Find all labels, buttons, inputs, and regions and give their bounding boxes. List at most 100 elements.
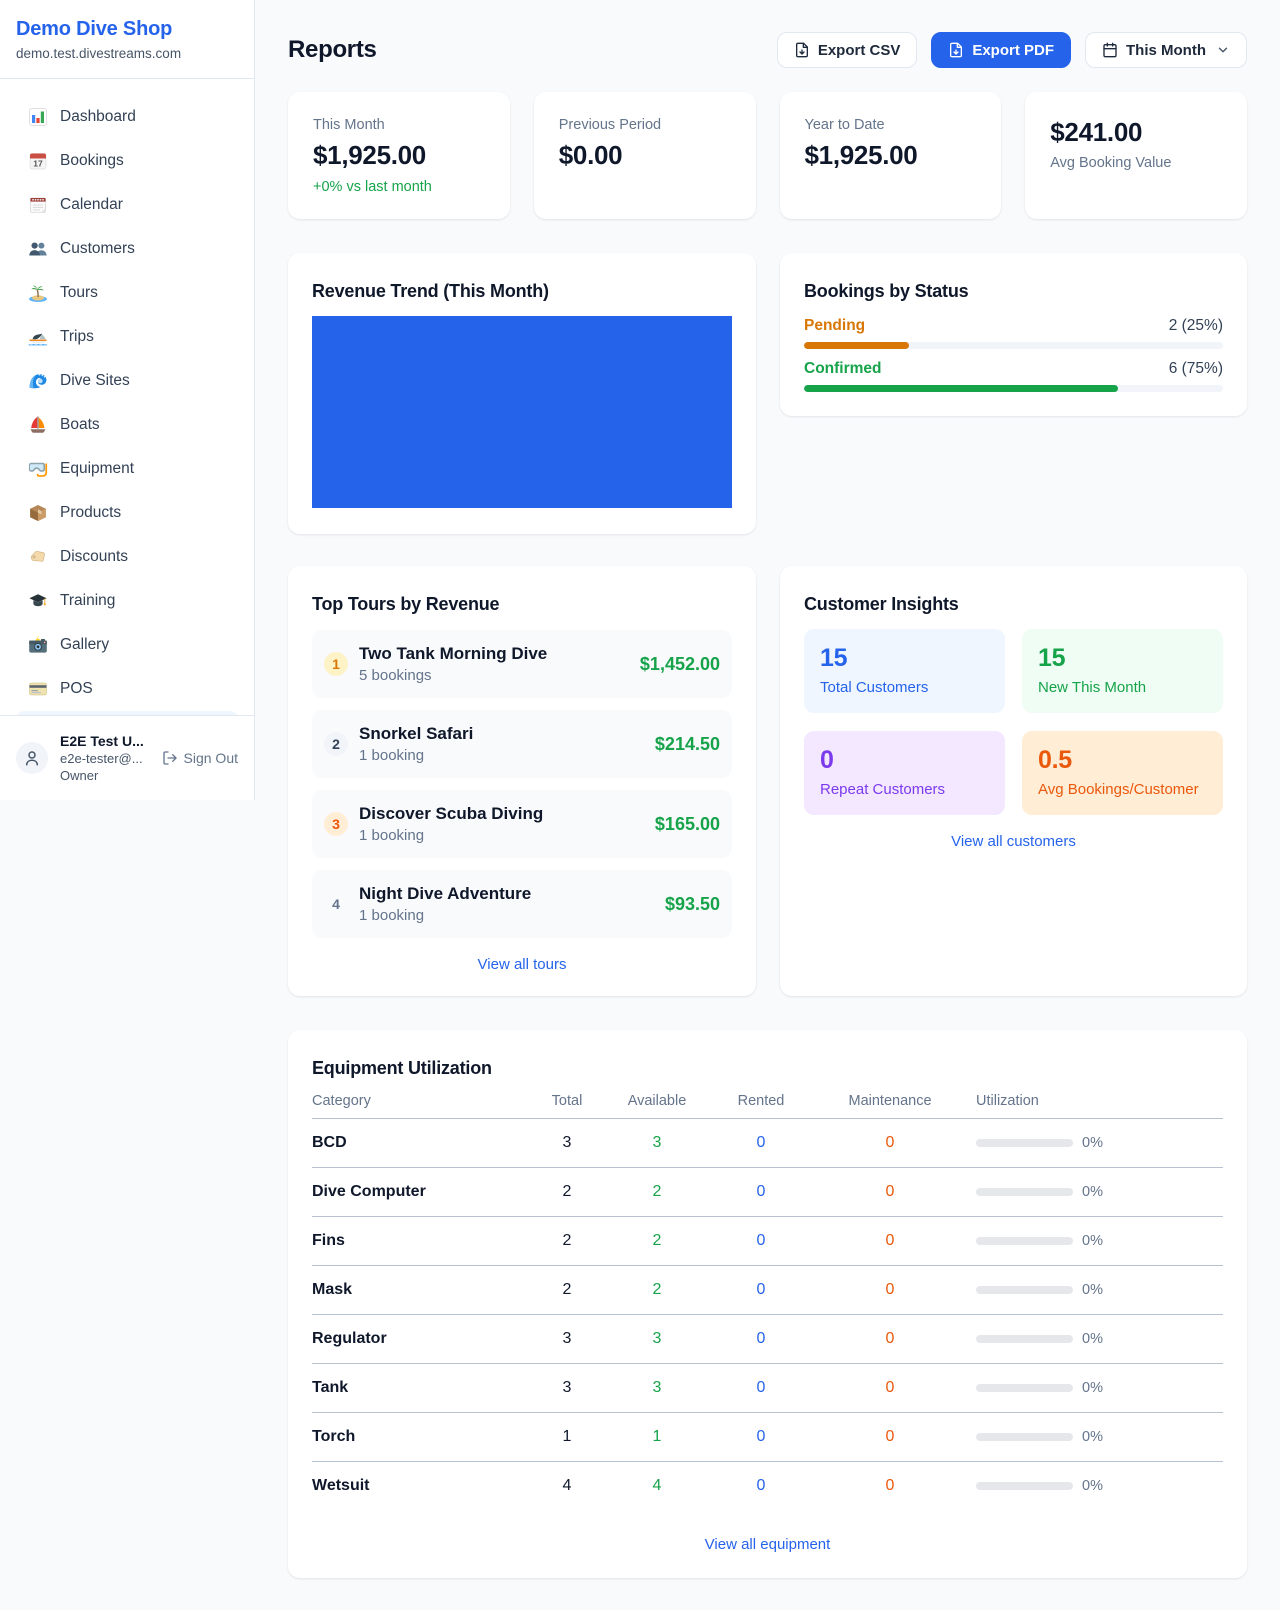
cell-available: 4: [652, 1477, 662, 1494]
table-row: Tank 3 3 0 0 0%: [312, 1363, 1223, 1413]
cell-category: Mask: [312, 1265, 522, 1315]
tour-name: Night Dive Adventure: [359, 884, 532, 903]
status-bar-fill: [804, 342, 909, 349]
column-header: Rented: [702, 1089, 820, 1119]
utilization-percent: 0%: [1082, 1135, 1103, 1151]
sidebar-item-training[interactable]: Training: [16, 583, 238, 619]
sidebar-item-equipment[interactable]: Equipment: [16, 451, 238, 487]
sidebar-item-label: Tours: [60, 284, 98, 301]
cell-total: 3: [522, 1314, 612, 1364]
sidebar-item-dive-sites[interactable]: Dive Sites: [16, 363, 238, 399]
tile-repeat-customers: 0 Repeat Customers: [804, 731, 1005, 815]
sidebar-item-label: POS: [60, 680, 93, 697]
sidebar: Demo Dive Shop demo.test.divestreams.com…: [0, 0, 255, 800]
cell-total: 1: [522, 1412, 612, 1462]
table-row: Dive Computer 2 2 0 0 0%: [312, 1167, 1223, 1217]
tour-bookings: 1 booking: [359, 827, 425, 844]
cell-utilization: 0%: [960, 1216, 1223, 1266]
top-tours-card: Top Tours by Revenue 1 Two Tank Morning …: [288, 566, 756, 996]
stat-card-this-month: This Month $1,925.00 +0% vs last month: [288, 92, 510, 219]
sidebar-item-discounts[interactable]: Discounts: [16, 539, 238, 575]
cell-rented: 0: [702, 1265, 820, 1315]
cell-maintenance: 0: [885, 1477, 895, 1494]
tour-bookings: 5 bookings: [359, 667, 432, 684]
view-all-customers-link[interactable]: View all customers: [951, 833, 1076, 850]
sidebar-item-calendar[interactable]: Calendar: [16, 187, 238, 223]
utilization-bar-track: [976, 1433, 1073, 1441]
sidebar-item-pos[interactable]: POS: [16, 671, 238, 707]
cell-category: BCD: [312, 1118, 522, 1168]
calendar-icon: [1103, 42, 1117, 58]
table-header-row: Category Total Available Rented Maintena…: [312, 1089, 1223, 1119]
sidebar-item-dashboard[interactable]: Dashboard: [16, 99, 238, 135]
user-box: E2E Test U... e2e-tester@... Owner Sign …: [0, 715, 254, 800]
sign-out-button[interactable]: Sign Out: [162, 750, 238, 766]
file-download-icon: [950, 42, 963, 58]
equipment-table: Category Total Available Rented Maintena…: [312, 1089, 1223, 1511]
table-row: Mask 2 2 0 0 0%: [312, 1265, 1223, 1315]
label-tag-icon: [28, 547, 48, 567]
cell-available: 3: [612, 1314, 702, 1364]
cell-category: Torch: [312, 1412, 522, 1462]
tile-value: 0.5: [1038, 746, 1072, 774]
shop-domain: demo.test.divestreams.com: [16, 46, 182, 61]
package-icon: [28, 503, 48, 523]
status-bar-track: [804, 342, 1223, 349]
sidebar-item-gallery[interactable]: Gallery: [16, 627, 238, 663]
utilization-bar-track: [976, 1482, 1073, 1490]
stat-label: Avg Booking Value: [1050, 155, 1172, 171]
cell-maintenance: 0: [820, 1314, 960, 1364]
water-wave-icon: [28, 371, 48, 391]
sidebar-item-products[interactable]: Products: [16, 495, 238, 531]
status-row-pending: Pending 2 (25%): [804, 318, 1223, 349]
svg-text:17: 17: [33, 159, 43, 169]
cell-rented: 0: [702, 1314, 820, 1364]
tour-name: Discover Scuba Diving: [359, 804, 544, 823]
cell-category: Regulator: [312, 1314, 522, 1364]
stat-label: This Month: [313, 117, 385, 133]
utilization-bar-track: [976, 1139, 1073, 1147]
revenue-trend-chart: [312, 316, 732, 508]
sidebar-item-label: Discounts: [60, 548, 129, 565]
status-row-confirmed: Confirmed 6 (75%): [804, 361, 1223, 392]
sidebar-item-boats[interactable]: Boats: [16, 407, 238, 443]
sidebar-item-trips[interactable]: Trips: [16, 319, 238, 355]
period-dropdown[interactable]: This Month: [1085, 32, 1247, 68]
export-csv-button[interactable]: Export CSV: [776, 32, 918, 68]
status-count: 6 (75%): [1168, 360, 1223, 377]
cell-total: 2: [522, 1167, 612, 1217]
export-pdf-button[interactable]: Export PDF: [931, 32, 1072, 68]
column-header: Available: [612, 1089, 702, 1119]
cell-available: 3: [612, 1363, 702, 1413]
cell-rented: 0: [702, 1118, 820, 1168]
sidebar-item-tours[interactable]: Tours: [16, 275, 238, 311]
tour-list: 1 Two Tank Morning Dive 5 bookings $1,45…: [312, 630, 732, 938]
tour-info: Night Dive Adventure 1 booking: [359, 884, 665, 924]
user-name: E2E Test U...: [60, 733, 144, 749]
sidebar-item-customers[interactable]: Customers: [16, 231, 238, 267]
utilization-bar-track: [976, 1335, 1073, 1343]
cell-utilization: 0%: [960, 1412, 1223, 1462]
view-all-tours-link[interactable]: View all tours: [477, 956, 567, 973]
user-role: Owner: [60, 768, 99, 783]
cell-rented: 0: [756, 1477, 766, 1494]
utilization-percent: 0%: [1082, 1429, 1103, 1445]
bar-chart-icon: [28, 107, 48, 127]
cell-total: 3: [522, 1118, 612, 1168]
charts-row: Revenue Trend (This Month) Bookings by S…: [288, 253, 1247, 534]
tile-value: 15: [820, 644, 848, 672]
diving-mask-icon: [28, 459, 48, 479]
rank-badge: 2: [324, 732, 348, 756]
sidebar-item-bookings[interactable]: 17 Bookings: [16, 143, 238, 179]
revenue-trend-card: Revenue Trend (This Month): [288, 253, 756, 534]
stat-label: Previous Period: [558, 117, 662, 133]
user-icon: [26, 751, 38, 766]
cell-rented: 0: [702, 1412, 820, 1462]
stat-value: $241.00: [1050, 117, 1143, 147]
tour-revenue: $1,452.00: [639, 653, 720, 674]
utilization-percent: 0%: [1082, 1331, 1103, 1347]
cell-utilization: 0%: [960, 1118, 1223, 1168]
view-all-equipment-link[interactable]: View all equipment: [704, 1536, 831, 1553]
sidebar-item-reports-active[interactable]: [16, 711, 238, 715]
cell-utilization: 0%: [960, 1363, 1223, 1413]
